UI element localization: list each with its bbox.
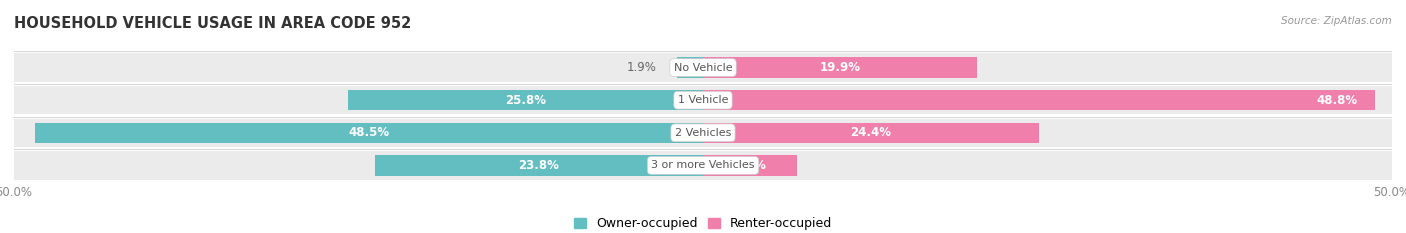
Legend: Owner-occupied, Renter-occupied: Owner-occupied, Renter-occupied: [574, 217, 832, 230]
Bar: [703, 123, 1039, 143]
Text: 48.8%: 48.8%: [1316, 94, 1358, 107]
Text: HOUSEHOLD VEHICLE USAGE IN AREA CODE 952: HOUSEHOLD VEHICLE USAGE IN AREA CODE 952: [14, 16, 412, 31]
Text: 3 or more Vehicles: 3 or more Vehicles: [651, 161, 755, 170]
Text: 1 Vehicle: 1 Vehicle: [678, 95, 728, 105]
Text: 24.4%: 24.4%: [851, 126, 891, 139]
Bar: [703, 155, 797, 175]
Bar: [14, 151, 703, 180]
Bar: [375, 155, 703, 175]
Text: 48.5%: 48.5%: [349, 126, 389, 139]
Bar: [703, 119, 1392, 147]
Text: 25.8%: 25.8%: [505, 94, 546, 107]
Bar: [35, 123, 703, 143]
Text: 19.9%: 19.9%: [820, 61, 860, 74]
Bar: [14, 119, 703, 147]
Text: Source: ZipAtlas.com: Source: ZipAtlas.com: [1281, 16, 1392, 26]
Bar: [703, 53, 1392, 82]
Bar: [703, 151, 1392, 180]
Text: 2 Vehicles: 2 Vehicles: [675, 128, 731, 138]
Text: 23.8%: 23.8%: [519, 159, 560, 172]
Text: 1.9%: 1.9%: [626, 61, 657, 74]
Bar: [14, 53, 703, 82]
Text: No Vehicle: No Vehicle: [673, 63, 733, 72]
Text: 6.8%: 6.8%: [734, 159, 766, 172]
Bar: [703, 58, 977, 78]
Bar: [703, 86, 1392, 114]
Bar: [14, 86, 703, 114]
Bar: [703, 90, 1375, 110]
Bar: [676, 58, 703, 78]
Bar: [347, 90, 703, 110]
